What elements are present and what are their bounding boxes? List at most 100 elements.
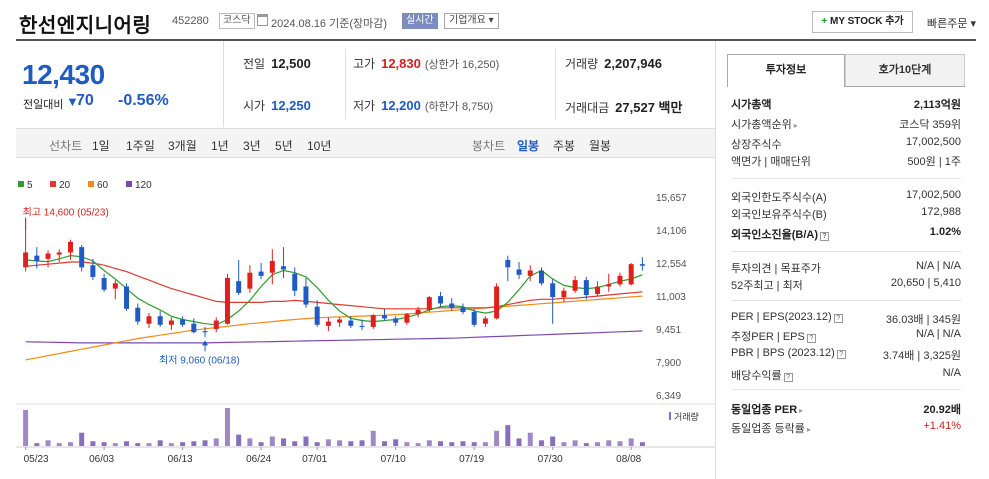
candle-weekly[interactable]: 주봉 <box>553 139 576 153</box>
info-value: 172,988 <box>921 206 961 218</box>
section-divider <box>731 178 961 179</box>
tab-investment-info[interactable]: 투자정보 <box>727 54 845 87</box>
stat-high: 고가 12,830 (상한가 16,250) <box>353 56 500 71</box>
info-label[interactable]: 외국인소진율(B/A)? <box>731 226 829 242</box>
price-stats: 전일 12,500 고가 12,830 (상한가 16,250) 거래량 2,207,9… <box>225 41 715 127</box>
info-label[interactable]: 시가총액순위 ▸ <box>731 119 798 131</box>
add-mystock-button[interactable]: + MY STOCK 추가 <box>812 11 913 33</box>
candle-body <box>572 280 578 291</box>
volume-bar <box>381 441 387 446</box>
candle-body <box>583 280 589 296</box>
section-divider <box>731 389 961 390</box>
info-label[interactable]: 배당수익률? <box>731 367 793 383</box>
candle-body <box>337 319 343 323</box>
volume-bar <box>572 440 578 446</box>
candle-monthly[interactable]: 월봉 <box>589 139 612 153</box>
candle-body <box>595 286 601 294</box>
help-icon[interactable]: ? <box>836 350 846 359</box>
candle-body <box>180 319 186 325</box>
legend-label-60: 60 <box>97 180 109 191</box>
info-label[interactable]: 동일업종 등락률 ▸ <box>731 423 811 435</box>
info-row: 동일업종 PER ▸ 20.92배 <box>731 401 961 416</box>
legend-label-5: 5 <box>27 180 33 191</box>
tab-orderbook[interactable]: 호가10단계 <box>845 54 965 87</box>
candle-body <box>101 277 107 290</box>
x-tick-label: 07/10 <box>381 454 406 465</box>
info-label: 52주최고 | 최저 <box>731 280 803 292</box>
stat-low: 저가 12,200 (하한가 8,750) <box>353 98 494 113</box>
volume-bar <box>79 432 85 446</box>
volume-bar <box>202 440 208 446</box>
volume-bar <box>124 441 130 446</box>
help-icon[interactable]: ? <box>806 334 816 343</box>
high-price-note: 최고 14,600 (05/23) <box>23 206 109 218</box>
candle-body <box>404 314 410 323</box>
candle-body <box>135 307 141 322</box>
legend-label-120: 120 <box>135 180 152 191</box>
volume-label: 거래량 <box>674 411 699 422</box>
section-divider <box>731 251 961 252</box>
candle-body <box>90 265 96 277</box>
legend-swatch-5 <box>18 181 24 187</box>
help-icon[interactable]: ? <box>783 373 793 382</box>
help-icon[interactable]: ? <box>833 314 843 323</box>
info-value: 1.02% <box>929 226 961 238</box>
stat-prev: 전일 12,500 <box>243 56 311 71</box>
chevron-right-icon: ▸ <box>806 425 811 434</box>
volume-bar <box>45 440 51 446</box>
period-5y[interactable]: 5년 <box>275 139 293 153</box>
volume-bar <box>90 441 96 446</box>
volume-bar <box>550 436 556 446</box>
x-tick-label: 07/30 <box>538 454 563 465</box>
volume-bar <box>505 425 511 446</box>
candle-body <box>157 316 163 325</box>
period-1d[interactable]: 1일 <box>92 139 110 153</box>
realtime-button[interactable]: 실시간 <box>402 13 438 29</box>
info-tabs: 투자정보 호가10단계 <box>727 54 965 87</box>
ma-line-ma5 <box>25 254 643 326</box>
info-row: 동일업종 등락률 ▸ +1.41% <box>731 420 961 435</box>
candle-body <box>247 272 253 289</box>
investment-info-panel: 투자정보 호가10단계 시가총액 2,113억원 시가총액순위 ▸ 코스닥 359위 상장… <box>727 54 965 479</box>
legend-label-20: 20 <box>59 180 71 191</box>
info-label[interactable]: 동일업종 PER ▸ <box>731 404 804 416</box>
help-icon[interactable]: ? <box>820 232 829 241</box>
y-tick-label: 14,106 <box>656 226 687 237</box>
info-value: N/A | N/A <box>915 328 961 340</box>
info-value: 코스닥 359위 <box>899 119 961 131</box>
info-label[interactable]: PER | EPS(2023.12)? <box>731 311 843 323</box>
period-3y[interactable]: 3년 <box>243 139 261 153</box>
down-arrow-icon: ▼ <box>66 94 79 109</box>
volume-bar <box>191 441 197 446</box>
candle-daily[interactable]: 일봉 <box>517 139 540 153</box>
low-arrow-head <box>202 340 209 346</box>
candle-body <box>168 320 174 325</box>
company-overview-dropdown[interactable]: 기업개요 ▾ <box>444 13 499 29</box>
candle-body <box>112 283 118 289</box>
period-1y[interactable]: 1년 <box>211 139 229 153</box>
x-tick-label: 05/23 <box>24 454 49 465</box>
info-row: 외국인보유주식수(B) 172,988 <box>731 206 961 221</box>
info-label[interactable]: 추정PER | EPS? <box>731 328 816 344</box>
stat-volume: 거래량 2,207,946 <box>565 56 662 71</box>
period-1w[interactable]: 1주일 <box>126 139 155 153</box>
volume-bar <box>236 434 242 446</box>
volume-bar <box>494 430 500 446</box>
info-value: 20,650 | 5,410 <box>890 277 961 289</box>
y-tick-label: 11,003 <box>656 292 686 303</box>
info-row: PER | EPS(2023.12)? 36.03배 | 345원 <box>731 311 961 326</box>
quick-order-dropdown[interactable]: 빠른주문 ▾ <box>927 18 977 30</box>
period-10y[interactable]: 10년 <box>307 139 332 153</box>
period-3m[interactable]: 3개월 <box>168 139 197 153</box>
volume-bar <box>595 442 601 446</box>
candle-body <box>146 316 152 324</box>
info-label[interactable]: PBR | BPS (2023.12)? <box>731 347 846 359</box>
volume-bar <box>516 438 522 446</box>
info-value: 20.92배 <box>923 404 961 416</box>
candle-body <box>67 241 73 253</box>
candle-body <box>393 318 399 323</box>
info-value: 2,113억원 <box>913 99 961 111</box>
info-row: 외국인소진율(B/A)? 1.02% <box>731 226 961 241</box>
change-label: 전일대비 <box>23 99 64 111</box>
candle-body <box>359 325 365 327</box>
